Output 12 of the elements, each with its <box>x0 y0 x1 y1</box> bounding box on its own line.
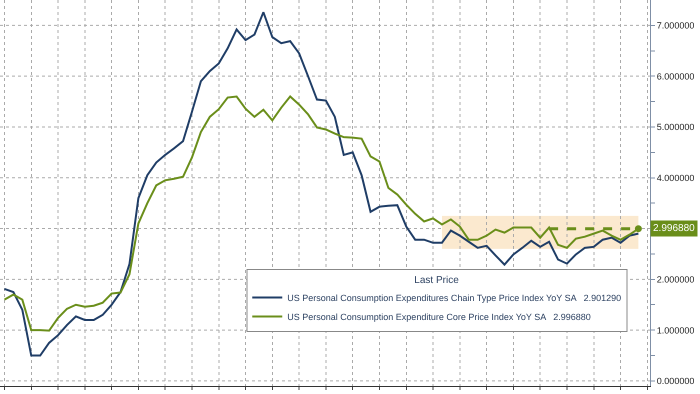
y-tick-label: 5.000000 <box>656 122 694 132</box>
y-tick-label: 4.000000 <box>656 172 694 183</box>
y-tick-label: 6.000000 <box>656 71 694 82</box>
line-series <box>3 11 640 357</box>
y-tick-label: 0.000000 <box>656 376 694 386</box>
data-label: 2.996880 <box>653 223 696 234</box>
legend-label: US Personal Consumption Expenditures Chain Type Price Index YoY SA 2.901290 <box>287 292 622 303</box>
y-tick-label: 1.000000 <box>656 325 694 336</box>
y-tick-label: 2.000000 <box>656 274 694 284</box>
y-tick-label: 7.000000 <box>656 20 694 31</box>
legend-title: Last Price <box>414 274 460 286</box>
legend-label: US Personal Consumption Expenditure Core Price Index YoY SA 2.996880 <box>287 312 591 322</box>
